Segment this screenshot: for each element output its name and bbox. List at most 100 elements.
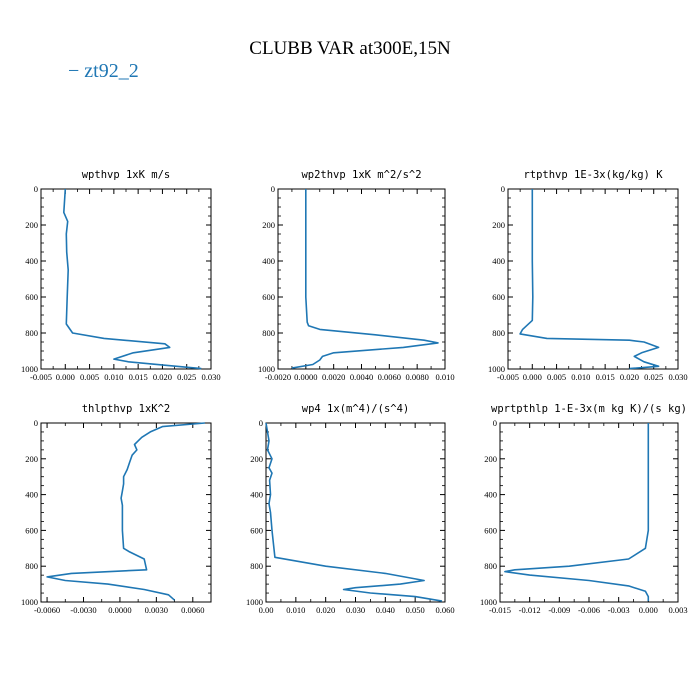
x-tick-label: 0.060 bbox=[435, 605, 454, 615]
y-tick-label: 1000 bbox=[246, 597, 263, 607]
plot-frame bbox=[265, 422, 446, 603]
y-tick-label: 800 bbox=[25, 561, 38, 571]
x-tick-label: 0.010 bbox=[435, 372, 454, 382]
x-tick-label: 0.020 bbox=[620, 372, 639, 382]
chart-panel-5: wp4 1x(m^4)/(s^4) 0.00 0.010 0.020 0.030 0.04… bbox=[246, 403, 455, 615]
y-tick-label: 400 bbox=[492, 256, 505, 266]
y-tick-label: 0 bbox=[34, 184, 38, 194]
x-tick-label: 0.0030 bbox=[145, 605, 168, 615]
y-tick-label: 0 bbox=[493, 418, 497, 428]
y-tick-label: 600 bbox=[484, 525, 497, 535]
x-tick-label: 0.000 bbox=[56, 372, 75, 382]
legend: − zt92_2 bbox=[68, 60, 139, 82]
chart-panel-4: thlpthvp 1xK^2 -0.0060 -0.0030 0.0000 0.0030… bbox=[21, 403, 212, 615]
plot-frame bbox=[40, 422, 212, 603]
x-tick-label: 0.010 bbox=[571, 372, 590, 382]
y-tick-label: 200 bbox=[484, 454, 497, 464]
y-tick-label: 1000 bbox=[258, 364, 275, 374]
y-tick-label: 800 bbox=[25, 328, 38, 338]
y-tick-label: 0 bbox=[501, 184, 505, 194]
x-tick-label: 0.0020 bbox=[322, 372, 345, 382]
x-tick-label: 0.030 bbox=[346, 605, 365, 615]
panel-title: thlpthvp 1xK^2 bbox=[82, 403, 171, 415]
x-tick-label: 0.000 bbox=[639, 605, 658, 615]
y-tick-label: 200 bbox=[250, 454, 263, 464]
panels: wpthvp 1xK m/s-0.005 0.000 0.005 0.010 0.015… bbox=[21, 169, 688, 615]
x-tick-label: 0.0080 bbox=[405, 372, 428, 382]
y-tick-label: 600 bbox=[492, 292, 505, 302]
x-tick-label: 0.0000 bbox=[294, 372, 317, 382]
x-tick-label: 0.015 bbox=[129, 372, 148, 382]
y-tick-label: 0 bbox=[259, 418, 263, 428]
y-tick-label: 800 bbox=[484, 561, 497, 571]
y-tick-label: 200 bbox=[262, 220, 275, 230]
x-tick-label: 0.015 bbox=[596, 372, 615, 382]
x-tick-label: 0.030 bbox=[201, 372, 220, 382]
x-tick-label: 0.0000 bbox=[108, 605, 131, 615]
y-tick-label: 400 bbox=[25, 490, 38, 500]
series-line bbox=[265, 422, 443, 602]
x-tick-label: 0.0060 bbox=[181, 605, 204, 615]
y-tick-label: 200 bbox=[25, 220, 38, 230]
panel-title: wprtpthlp 1-E-3x(m kg K)/(s kg) bbox=[491, 403, 687, 415]
x-tick-label: -0.003 bbox=[608, 605, 630, 615]
chart-panel-2: wp2thvp 1xK m^2/s^2 -0.0020 0.0000 0.0020 0.… bbox=[258, 169, 455, 382]
y-tick-label: 800 bbox=[250, 561, 263, 571]
series-line bbox=[291, 189, 439, 369]
panel-title: wp2thvp 1xK m^2/s^2 bbox=[301, 169, 421, 181]
x-tick-label: 0.005 bbox=[547, 372, 566, 382]
y-tick-label: 400 bbox=[25, 256, 38, 266]
x-tick-label: 0.005 bbox=[80, 372, 99, 382]
x-tick-label: -0.012 bbox=[519, 605, 541, 615]
y-tick-label: 1000 bbox=[21, 597, 38, 607]
x-tick-label: 0.050 bbox=[406, 605, 425, 615]
x-tick-label: 0.040 bbox=[376, 605, 395, 615]
series-line bbox=[519, 189, 660, 370]
plot-frame bbox=[277, 188, 446, 370]
x-tick-label: 0.000 bbox=[523, 372, 542, 382]
legend-entry: − zt92_2 bbox=[68, 60, 139, 82]
y-tick-label: 600 bbox=[262, 292, 275, 302]
panel-title: rtpthvp 1E-3x(kg/kg) K bbox=[523, 169, 663, 181]
figure-title: CLUBB VAR at300E,15N bbox=[249, 38, 451, 59]
x-tick-label: -0.006 bbox=[578, 605, 600, 615]
y-tick-label: 400 bbox=[484, 490, 497, 500]
x-tick-label: 0.010 bbox=[104, 372, 123, 382]
series-line bbox=[504, 423, 650, 602]
x-tick-label: 0.0040 bbox=[350, 372, 373, 382]
x-tick-label: -0.009 bbox=[548, 605, 570, 615]
x-tick-label: -0.0060 bbox=[34, 605, 60, 615]
x-tick-label: 0.00 bbox=[259, 605, 274, 615]
y-tick-label: 200 bbox=[492, 220, 505, 230]
plot-frame bbox=[40, 188, 212, 370]
x-tick-label: -0.0030 bbox=[70, 605, 96, 615]
x-tick-label: 0.020 bbox=[153, 372, 172, 382]
y-tick-label: 200 bbox=[25, 454, 38, 464]
x-tick-label: 0.030 bbox=[668, 372, 687, 382]
x-tick-label: -0.005 bbox=[497, 372, 519, 382]
legend-dash: − bbox=[68, 60, 84, 82]
series-line bbox=[46, 422, 205, 601]
legend-label: zt92_2 bbox=[84, 60, 138, 82]
y-tick-label: 800 bbox=[492, 328, 505, 338]
panel-title: wpthvp 1xK m/s bbox=[82, 169, 171, 181]
y-tick-label: 800 bbox=[262, 328, 275, 338]
x-tick-label: 0.0060 bbox=[378, 372, 401, 382]
chart-panel-6: wprtpthlp 1-E-3x(m kg K)/(s kg) -0.015 -0.… bbox=[480, 403, 688, 615]
y-tick-label: 400 bbox=[250, 490, 263, 500]
x-tick-label: 0.010 bbox=[286, 605, 305, 615]
x-tick-label: -0.0020 bbox=[265, 372, 291, 382]
panel-title: wp4 1x(m^4)/(s^4) bbox=[302, 403, 409, 415]
plot-frame bbox=[507, 188, 679, 370]
x-tick-label: -0.015 bbox=[489, 605, 511, 615]
y-tick-label: 0 bbox=[271, 184, 275, 194]
chart-panel-3: rtpthvp 1E-3x(kg/kg) K -0.005 0.000 0.005 0.… bbox=[488, 169, 688, 382]
x-tick-label: 0.003 bbox=[668, 605, 687, 615]
series-line bbox=[62, 188, 202, 370]
y-tick-label: 0 bbox=[34, 418, 38, 428]
y-tick-label: 600 bbox=[250, 525, 263, 535]
x-tick-label: 0.020 bbox=[316, 605, 335, 615]
y-tick-label: 600 bbox=[25, 292, 38, 302]
chart-panel-1: wpthvp 1xK m/s -0.005 0.000 0.005 0.010 0.015… bbox=[21, 169, 221, 382]
